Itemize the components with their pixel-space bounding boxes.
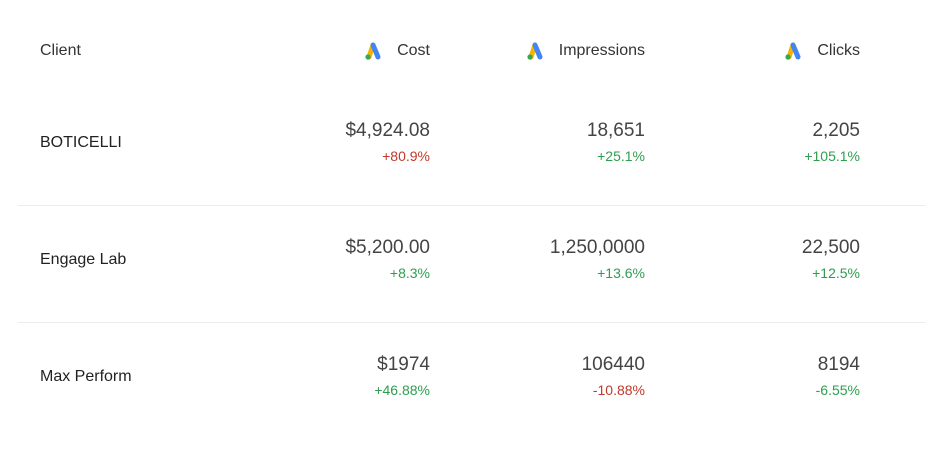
metric-change: +12.5% (812, 265, 860, 281)
metric-change: -10.88% (592, 382, 645, 398)
metric-change: +8.3% (389, 265, 430, 281)
header-metric: Cost (363, 41, 430, 61)
row-divider (18, 322, 925, 323)
metric-value: 22,500 (801, 237, 860, 258)
row-divider (18, 205, 925, 206)
metric-change: +46.88% (374, 382, 430, 398)
metric-value: 106440 (581, 354, 645, 375)
client-name: Engage Lab (40, 251, 127, 268)
header-label: Cost (397, 42, 430, 59)
metric-value: 1,250,0000 (549, 237, 645, 258)
ads-icon (365, 42, 381, 60)
metric-value: 2,205 (812, 120, 860, 141)
metric-value: 18,651 (586, 120, 645, 141)
metric-change: +105.1% (804, 148, 860, 164)
metric-change: +13.6% (597, 265, 645, 281)
client-name: BOTICELLI (40, 134, 122, 151)
header-label: Clicks (817, 42, 860, 59)
header-metric: Impressions (525, 41, 645, 61)
metric-change: +25.1% (597, 148, 645, 164)
ads-icon (527, 42, 543, 60)
header-label: Impressions (558, 42, 645, 59)
metric-change: +80.9% (382, 148, 430, 164)
metric-change: -6.55% (815, 382, 860, 398)
client-name: Max Perform (40, 368, 132, 385)
header-label: Client (40, 42, 81, 59)
header-client: Client (40, 41, 81, 61)
ads-icon (785, 42, 801, 60)
metric-value: 8194 (817, 354, 860, 375)
header-metric: Clicks (783, 41, 860, 61)
metric-value: $5,200.00 (345, 237, 430, 258)
metric-value: $1974 (377, 354, 430, 375)
metric-value: $4,924.08 (345, 120, 430, 141)
